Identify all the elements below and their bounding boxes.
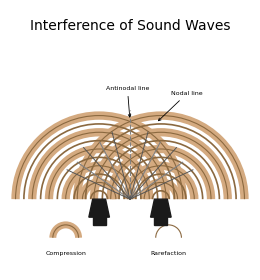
Text: Rarefaction: Rarefaction <box>151 251 187 256</box>
Polygon shape <box>151 199 171 217</box>
Polygon shape <box>154 217 167 225</box>
Polygon shape <box>93 217 106 225</box>
Text: Antinodal line: Antinodal line <box>106 86 149 117</box>
Polygon shape <box>89 199 109 217</box>
Text: Compression: Compression <box>45 251 86 256</box>
Text: Interference of Sound Waves: Interference of Sound Waves <box>30 19 230 33</box>
Text: Nodal line: Nodal line <box>158 91 203 121</box>
